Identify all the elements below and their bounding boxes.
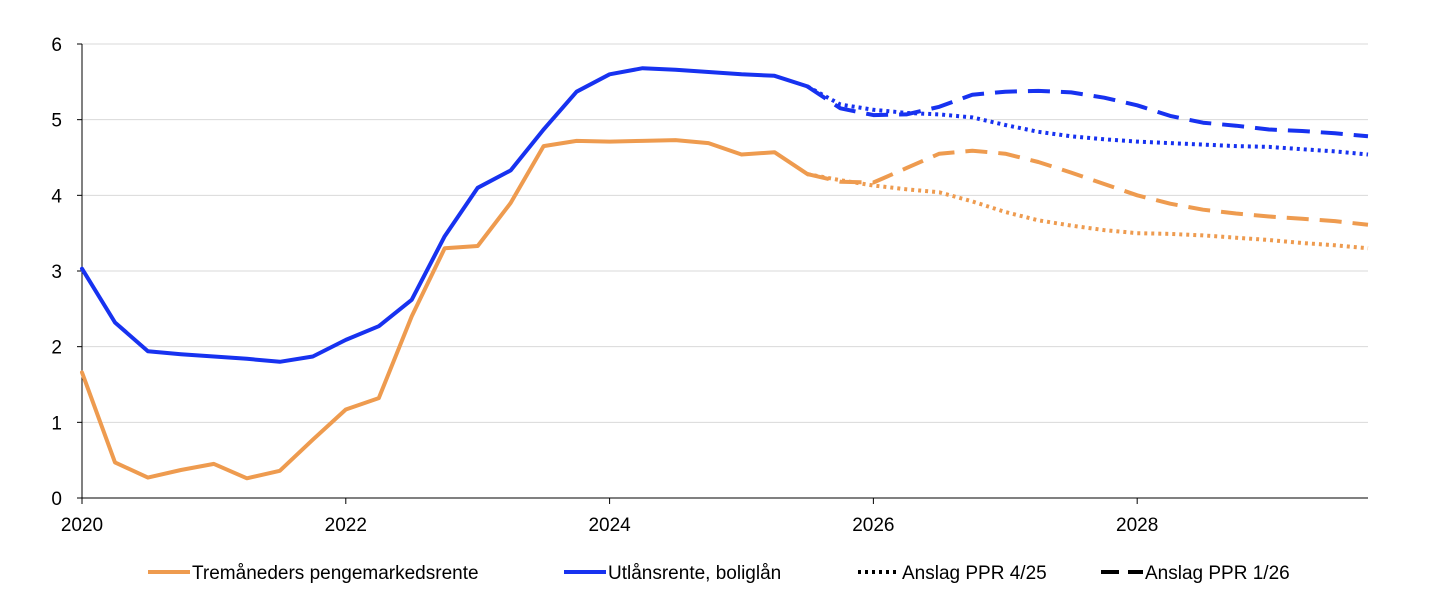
series-line-dotted-0 [807,172,1369,251]
legend-label: Anslag PPR 4/25 [902,563,1047,584]
x-tick-label: 2026 [852,515,894,536]
y-tick-label: 4 [51,186,62,207]
gridlines [82,43,1368,423]
x-tick-label: 2022 [325,515,367,536]
y-tick-label: 2 [51,338,62,359]
legend-label: Tremåneders pengemarkedsrente [192,563,479,584]
series-line-solid-0 [80,66,810,364]
x-tick-label: 2028 [1116,515,1158,536]
y-tick-label: 5 [51,111,62,132]
y-tick-label: 1 [51,413,62,434]
x-tick-label: 2024 [588,515,631,536]
axes: 0 1 2 3 4 5 6 2020 2022 2024 2026 2028 [51,35,1368,536]
y-tick-label: 0 [51,489,62,510]
series-lines [80,66,1369,481]
series-line-dashed-1 [806,84,1369,139]
series-line-dotted-1 [806,84,1369,157]
legend-label: Utlånsrente, boliglån [608,563,781,584]
y-tick-label: 6 [51,35,62,56]
series-line-solid-0 [80,138,810,481]
legend-label: Anslag PPR 1/26 [1145,563,1290,584]
series-line-dashed-0 [806,148,1369,227]
y-tick-label: 3 [51,262,62,283]
legend: Tremåneders pengemarkedsrente Utlånsrente… [148,563,1290,584]
x-tick-label: 2020 [61,515,103,536]
